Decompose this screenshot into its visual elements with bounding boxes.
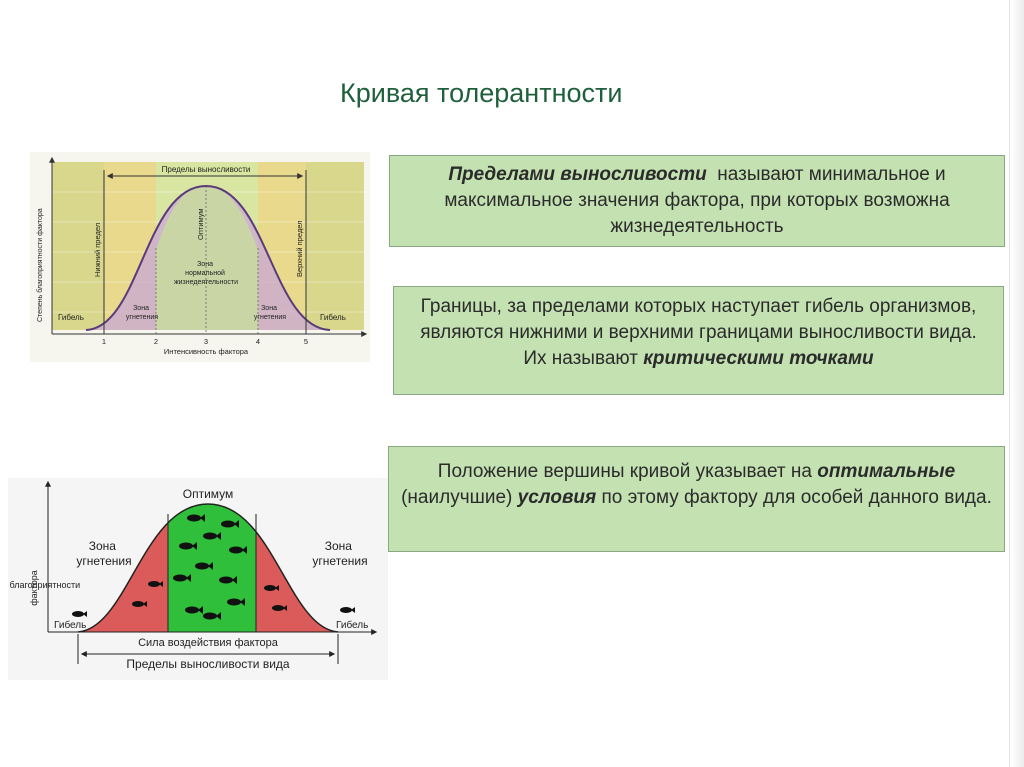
optimum-label: Оптимум [196,208,205,240]
death-left-label: Гибель [58,313,84,322]
critical-points-term: критическими точками [643,348,874,369]
tick-2: 2 [154,337,158,346]
endurance-limits-label: Пределы выносливости вида [126,657,289,671]
factor-strength-label: Сила воздействия фактора [138,637,279,649]
death-left-label: Гибель [54,619,86,631]
stress-left-line-2: угнетения [76,554,131,568]
optimum-text-before: Положение вершины кривой указывает на [437,461,812,482]
stress-right-line-2: угнетения [312,554,367,568]
y-axis-label-2: фактора [29,570,39,606]
optimum-text-after: по этому фактору для особей данного вида… [601,487,992,508]
stress-left-line-1: Зона [89,539,117,553]
tick-4: 4 [256,337,260,346]
normal-zone-line-1: Зона [197,261,213,268]
endurance-term: Пределами выносливости [448,164,707,185]
tick-5: 5 [304,337,308,346]
normal-zone-line-2: нормальной [185,269,225,277]
stress-zone-left-label: Зона угнетения [126,305,158,321]
stress-zone-right-label: Зона угнетения [254,305,286,321]
stress-zone-right-label: Зона угнетения [312,539,367,568]
conditions-term: условия [517,487,597,508]
critical-points-text: Границы, за пределами которых наступает … [420,296,977,369]
normal-zone-label: Зона нормальной жизнедеятельности [174,261,238,286]
optimum-label: Оптимум [183,487,234,501]
bell-curve [77,503,339,633]
y-axis-line-1: Степень благоприятности [8,580,80,590]
normal-zone-line-3: жизнедеятельности [174,279,238,286]
endurance-definition-box: Пределами выносливости называют минималь… [389,155,1005,247]
endurance-text: называют минимальное и максимальное знач… [444,164,950,237]
page-edge [1009,0,1024,767]
death-zone-right [306,162,364,330]
fish-group [72,514,355,620]
slide-title: Кривая толерантности [340,78,623,108]
death-zone-left [52,162,104,330]
endurance-limits-label: Пределы выносливости [162,165,251,174]
stress-zone-right-line-1: Зона [261,305,277,312]
lower-limit-label: Нижний предел [93,223,102,277]
optimal-term: оптимальные [817,461,956,482]
normal-fill [156,186,258,330]
upper-limit-label: Верхний предел [295,220,304,277]
stress-zone-right-line-2: угнетения [254,314,286,321]
death-right-label: Гибель [320,313,346,322]
critical-points-box: Границы, за пределами которых наступает … [393,286,1004,395]
stress-zone-left-label: Зона угнетения [76,539,131,568]
stress-zone-left-line-1: Зона [133,305,149,312]
stress-zone-left-line-2: угнетения [126,314,158,321]
death-right-label: Гибель [336,619,368,631]
optimum-position-box: Положение вершины кривой указывает на оп… [388,446,1005,552]
fish-tolerance-diagram: Оптимум Зона угнетения Зона угнетения Ст… [8,478,388,680]
stress-right-line-1: Зона [325,539,353,553]
y-axis-label: Степень благоприятности фактора [36,208,44,322]
x-axis-label: Интенсивность фактора [164,347,249,356]
optimum-text-middle: (наилучшие) [401,487,513,508]
tick-3: 3 [204,337,208,346]
y-axis-label: Степень благоприятности [8,580,80,590]
tolerance-curve-diagram: Пределы выносливости Степень благоприятн… [30,152,370,362]
tick-1: 1 [102,337,106,346]
